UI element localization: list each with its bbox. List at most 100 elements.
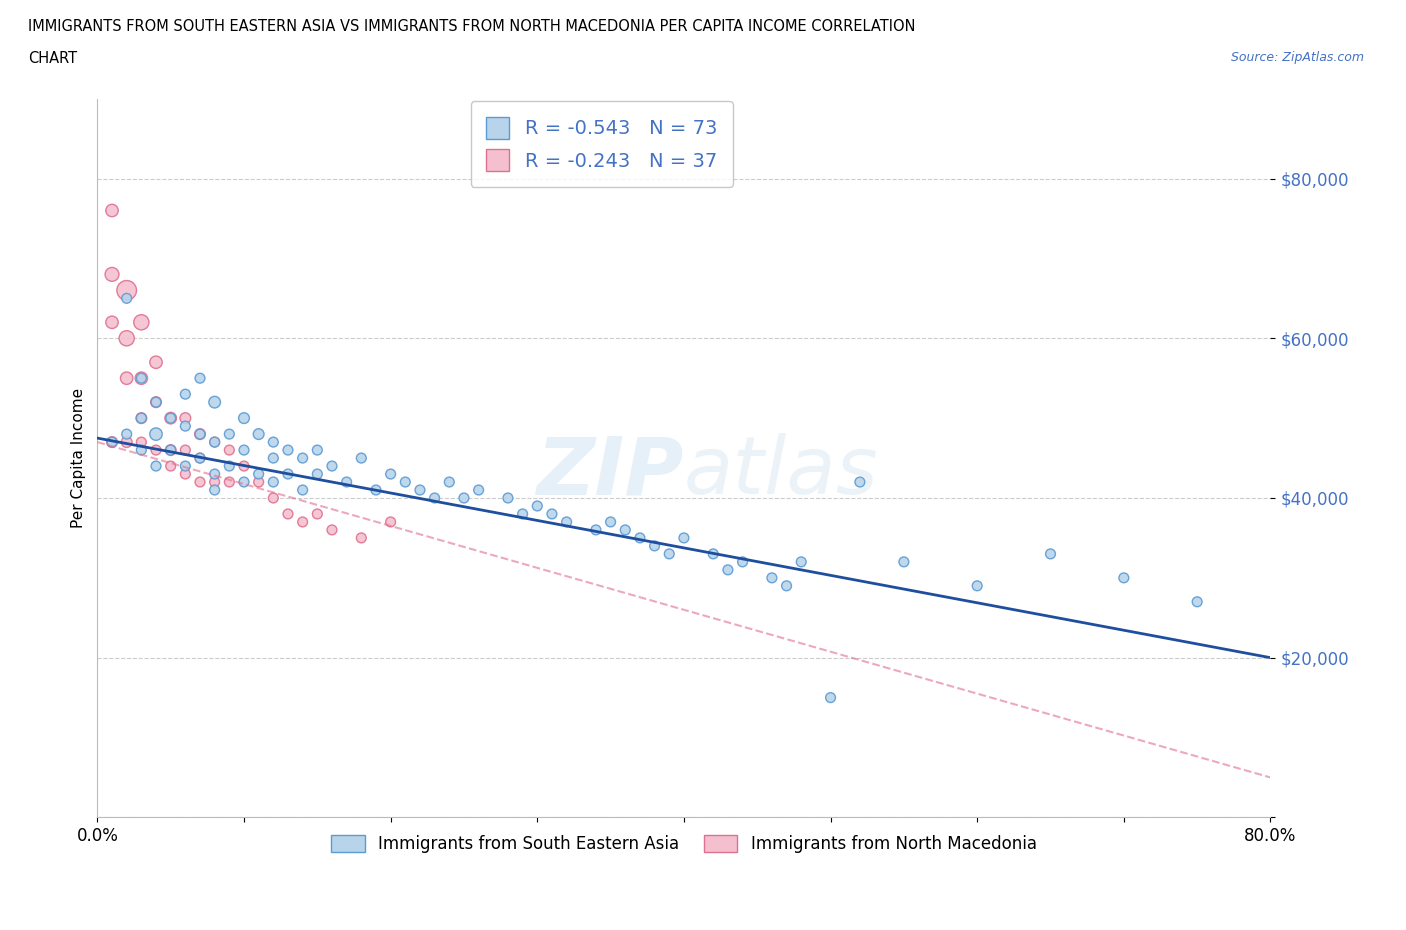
Point — [101, 434, 124, 449]
Point — [526, 498, 548, 513]
Point — [893, 554, 915, 569]
Text: ZIP: ZIP — [537, 433, 683, 512]
Point — [307, 443, 329, 458]
Point — [204, 434, 226, 449]
Point — [849, 474, 872, 489]
Point — [291, 483, 314, 498]
Point — [380, 514, 402, 529]
Point — [131, 434, 153, 449]
Point — [555, 514, 578, 529]
Point — [262, 434, 284, 449]
Point — [1039, 547, 1062, 562]
Point — [159, 411, 181, 426]
Text: IMMIGRANTS FROM SOUTH EASTERN ASIA VS IMMIGRANTS FROM NORTH MACEDONIA PER CAPITA: IMMIGRANTS FROM SOUTH EASTERN ASIA VS IM… — [28, 19, 915, 33]
Point — [496, 490, 519, 505]
Point — [188, 451, 211, 466]
Point — [188, 451, 211, 466]
Point — [145, 443, 167, 458]
Point — [115, 331, 138, 346]
Y-axis label: Per Capita Income: Per Capita Income — [72, 388, 86, 528]
Point — [204, 474, 226, 489]
Point — [159, 411, 181, 426]
Point — [174, 387, 197, 402]
Point — [262, 451, 284, 466]
Point — [350, 530, 373, 545]
Point — [644, 538, 666, 553]
Point — [174, 443, 197, 458]
Point — [394, 474, 416, 489]
Point — [628, 530, 651, 545]
Point — [307, 467, 329, 482]
Point — [115, 291, 138, 306]
Point — [131, 371, 153, 386]
Point — [101, 315, 124, 330]
Point — [761, 570, 783, 585]
Point — [541, 507, 564, 522]
Point — [218, 474, 240, 489]
Point — [277, 467, 299, 482]
Point — [115, 371, 138, 386]
Point — [131, 411, 153, 426]
Point — [218, 443, 240, 458]
Point — [159, 443, 181, 458]
Point — [336, 474, 359, 489]
Text: Source: ZipAtlas.com: Source: ZipAtlas.com — [1230, 51, 1364, 64]
Point — [204, 483, 226, 498]
Point — [717, 563, 740, 578]
Point — [101, 267, 124, 282]
Point — [218, 458, 240, 473]
Point — [145, 354, 167, 369]
Point — [115, 427, 138, 442]
Point — [115, 434, 138, 449]
Text: atlas: atlas — [683, 433, 879, 512]
Point — [512, 507, 534, 522]
Point — [174, 418, 197, 433]
Legend: Immigrants from South Eastern Asia, Immigrants from North Macedonia: Immigrants from South Eastern Asia, Immi… — [325, 828, 1043, 859]
Point — [453, 490, 475, 505]
Point — [409, 483, 432, 498]
Point — [585, 523, 607, 538]
Point — [247, 427, 270, 442]
Point — [218, 427, 240, 442]
Point — [101, 434, 124, 449]
Point — [188, 427, 211, 442]
Point — [380, 467, 402, 482]
Point — [174, 467, 197, 482]
Point — [731, 554, 754, 569]
Point — [291, 514, 314, 529]
Point — [262, 490, 284, 505]
Point — [101, 203, 124, 218]
Point — [321, 458, 343, 473]
Point — [423, 490, 446, 505]
Point — [307, 507, 329, 522]
Point — [204, 434, 226, 449]
Point — [131, 443, 153, 458]
Point — [658, 547, 681, 562]
Point — [1112, 570, 1135, 585]
Point — [188, 427, 211, 442]
Point — [262, 474, 284, 489]
Point — [614, 523, 637, 538]
Point — [159, 458, 181, 473]
Point — [364, 483, 387, 498]
Point — [775, 578, 797, 593]
Point — [1185, 594, 1208, 609]
Point — [247, 467, 270, 482]
Point — [131, 315, 153, 330]
Point — [820, 690, 842, 705]
Point — [321, 523, 343, 538]
Point — [233, 443, 256, 458]
Point — [115, 283, 138, 298]
Point — [233, 474, 256, 489]
Point — [204, 394, 226, 409]
Point — [966, 578, 988, 593]
Point — [467, 483, 489, 498]
Point — [599, 514, 621, 529]
Point — [145, 394, 167, 409]
Point — [233, 458, 256, 473]
Point — [174, 458, 197, 473]
Point — [145, 427, 167, 442]
Point — [159, 443, 181, 458]
Point — [188, 474, 211, 489]
Point — [672, 530, 695, 545]
